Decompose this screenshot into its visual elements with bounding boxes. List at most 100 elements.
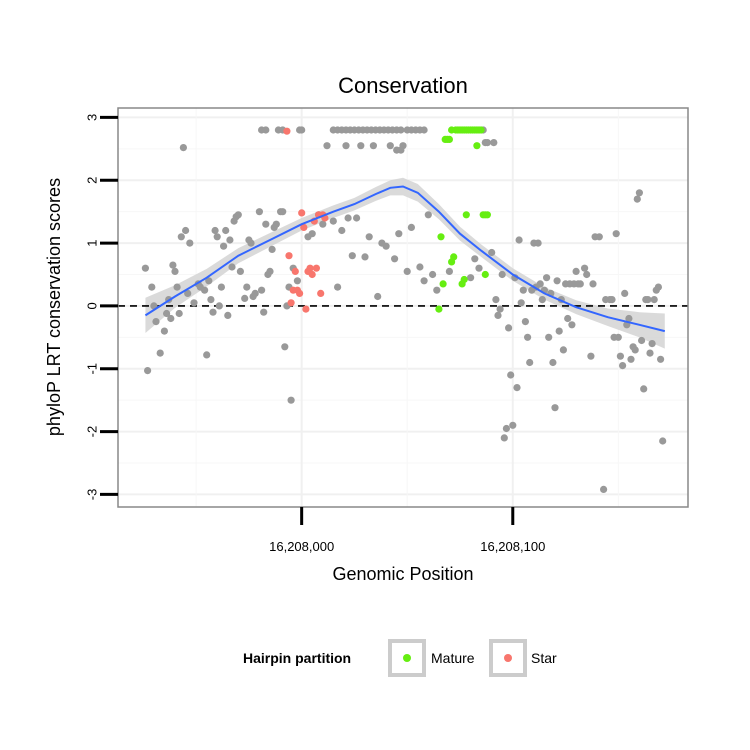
other-point xyxy=(505,324,513,332)
other-point xyxy=(543,274,551,282)
other-point xyxy=(445,267,453,275)
y-tick-label: 3 xyxy=(85,114,100,121)
other-point xyxy=(619,362,627,370)
star-point xyxy=(298,209,306,217)
other-point xyxy=(338,226,346,235)
other-point xyxy=(420,126,428,134)
other-point xyxy=(182,226,190,235)
other-point xyxy=(534,239,542,247)
other-point xyxy=(293,277,301,285)
star-point xyxy=(296,289,304,297)
other-point xyxy=(635,189,644,197)
other-point xyxy=(657,355,665,363)
other-point xyxy=(365,233,373,241)
other-point xyxy=(348,252,356,260)
other-point xyxy=(228,263,236,271)
other-point xyxy=(247,239,255,247)
other-point xyxy=(319,220,327,228)
other-point xyxy=(496,305,504,313)
other-point xyxy=(524,333,532,341)
other-point xyxy=(179,144,187,152)
smooth-line xyxy=(144,185,666,333)
other-point xyxy=(433,286,441,294)
other-point xyxy=(488,248,496,257)
axes: -3 -2 -1 0 1 2 3 16,208,000 16,208,100 xyxy=(85,114,546,554)
other-point xyxy=(382,242,390,250)
other-point xyxy=(234,211,242,219)
other-point xyxy=(298,126,306,134)
other-point xyxy=(612,230,620,238)
mature-point xyxy=(462,211,470,219)
other-point xyxy=(526,358,534,367)
other-point xyxy=(323,142,331,150)
other-point xyxy=(555,327,563,335)
smooth-curve xyxy=(144,185,666,333)
other-point xyxy=(334,283,342,291)
star-point xyxy=(317,289,325,297)
plot-border xyxy=(117,107,689,508)
other-point xyxy=(621,289,629,297)
other-point xyxy=(424,211,432,219)
other-point xyxy=(589,280,597,288)
other-point xyxy=(361,253,369,261)
other-point xyxy=(536,280,544,288)
other-point xyxy=(260,308,268,316)
other-point xyxy=(616,352,625,360)
other-point xyxy=(517,299,525,307)
top_band-point xyxy=(397,126,405,134)
other-point xyxy=(475,264,483,272)
other-point xyxy=(467,274,475,282)
other-point xyxy=(502,424,510,433)
other-point xyxy=(236,267,244,275)
other-point xyxy=(646,349,654,357)
other-point xyxy=(538,296,546,304)
other-point xyxy=(559,346,568,354)
other-point xyxy=(217,283,225,291)
other-point xyxy=(175,309,183,318)
mature-point xyxy=(445,135,453,143)
other-point xyxy=(211,226,219,235)
mature-point xyxy=(483,211,491,219)
other-point xyxy=(553,277,561,285)
other-point xyxy=(659,437,667,445)
mature-point xyxy=(437,233,445,241)
star-point xyxy=(283,127,291,135)
other-point xyxy=(201,286,209,294)
other-point xyxy=(515,236,523,244)
other-point xyxy=(509,421,517,429)
other-point xyxy=(420,277,428,285)
other-point xyxy=(492,296,500,304)
other-point xyxy=(650,296,658,304)
other-point xyxy=(549,358,557,367)
other-point xyxy=(614,333,622,341)
other-point xyxy=(177,233,185,241)
y-axis-label: phyloP LRT conservation scores xyxy=(44,178,64,436)
x-axis-label: Genomic Position xyxy=(332,564,473,584)
legend-label-mature: Mature xyxy=(431,650,475,666)
other-point xyxy=(654,283,663,291)
other-point xyxy=(397,146,405,154)
other-point xyxy=(205,277,213,285)
legend: Hairpin partition Mature Star xyxy=(243,639,557,677)
other-point xyxy=(171,267,179,275)
other-point xyxy=(215,302,223,310)
other-point xyxy=(156,349,164,357)
other-point xyxy=(281,343,289,351)
other-point xyxy=(224,311,232,319)
mature-point xyxy=(460,275,468,284)
star-point xyxy=(287,299,295,307)
other-point xyxy=(369,142,377,150)
other-point xyxy=(207,296,215,304)
other-point xyxy=(169,261,177,269)
other-point xyxy=(148,283,156,291)
mature-point xyxy=(481,270,489,279)
other-point xyxy=(190,299,198,307)
other-point xyxy=(203,351,211,359)
other-point xyxy=(648,340,656,348)
star-point xyxy=(300,223,308,231)
other-point xyxy=(374,292,382,301)
other-point xyxy=(167,314,175,323)
other-point xyxy=(481,139,489,147)
other-point xyxy=(141,264,149,272)
chart-title: Conservation xyxy=(338,73,468,98)
